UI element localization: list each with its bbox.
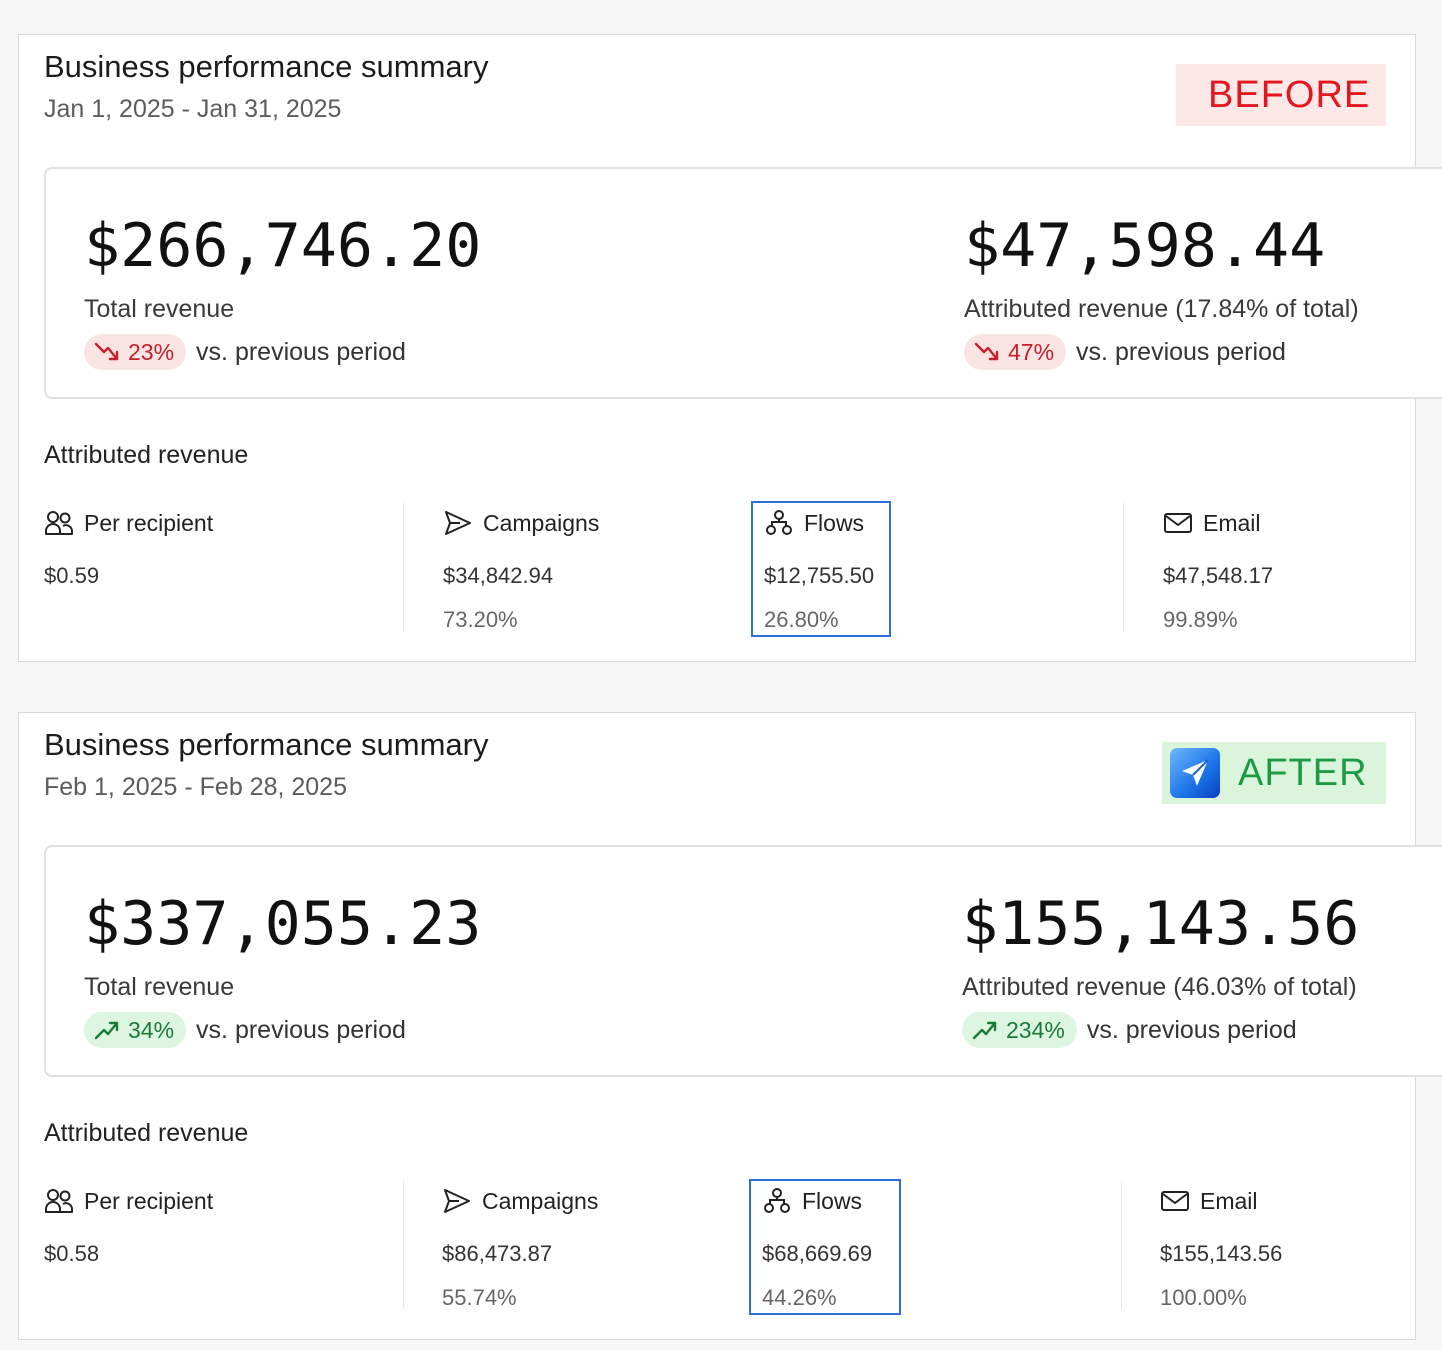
total-revenue-kpi: $337,055.23 Total revenue 34% vs. previo… [84,887,481,1048]
flows-highlight [749,1179,901,1315]
total-revenue-value: $266,746.20 [84,211,482,281]
total-revenue-label: Total revenue [84,973,235,1001]
delta-text: vs. previous period [196,1015,406,1044]
before-tag: BEFORE [1176,64,1386,126]
delta-badge: 23% [84,334,187,370]
stat-share: 100.00% [1160,1285,1247,1310]
attributed-revenue-label: Attributed revenue (46.03% of total) [962,973,1357,1001]
stat-amount: $12,755.50 [764,563,875,588]
mail-icon [1164,513,1192,533]
total-revenue-value: $337,055.23 [84,889,482,959]
paper-plane-logo-icon [1170,748,1220,798]
date-range: Jan 1, 2025 - Jan 31, 2025 [44,95,342,123]
divider [1121,1181,1122,1309]
delta-text: vs. previous period [196,337,406,366]
revenue-card: $337,055.23 Total revenue 34% vs. previo… [44,845,1442,1077]
trend-up-icon [972,1021,997,1040]
divider [1123,503,1124,631]
flows-icon [764,1188,790,1213]
delta-badge: 234% [962,1012,1077,1048]
attributed-revenue-delta: 47% vs. previous period [964,334,1359,370]
section-title: Attributed revenue [44,1119,249,1147]
stat-amount: $0.58 [44,1241,100,1266]
delta-value: 234% [1006,1016,1065,1043]
flows-highlight [751,501,891,637]
before-tag-label: BEFORE [1208,73,1371,116]
stat-label: Flows [802,1187,863,1214]
people-icon [45,1189,73,1213]
total-revenue-delta: 34% vs. previous period [84,1012,481,1048]
flows-icon [766,510,792,535]
panel-title: Business performance summary [44,49,489,84]
send-icon [444,1189,470,1213]
people-icon [45,511,73,535]
after-tag: AFTER [1162,742,1386,804]
divider [403,503,404,631]
delta-value: 23% [128,338,175,365]
summary-panel-after: Business performance summary Feb 1, 2025… [18,712,1442,1340]
section-title: Attributed revenue [44,441,249,469]
mail-icon [1161,1191,1189,1211]
date-range: Feb 1, 2025 - Feb 28, 2025 [44,773,347,801]
delta-value: 47% [1008,338,1055,365]
attributed-revenue-value: $155,143.56 [962,889,1360,959]
delta-badge: 47% [964,334,1067,370]
stat-campaigns: Campaigns $86,473.87 55.74% [442,1181,598,1315]
stat-share: 44.26% [762,1285,837,1310]
stat-email: Email $47,548.17 99.89% [1163,503,1273,637]
after-tag-label: AFTER [1238,751,1368,794]
stat-flows: Flows $12,755.50 26.80% [764,503,874,637]
stat-label: Campaigns [482,1187,599,1214]
divider [403,1181,404,1309]
delta-value: 34% [128,1016,175,1043]
stat-label: Campaigns [483,509,600,536]
trend-down-icon [974,342,999,361]
stat-per-recipient: Per recipient $0.59 [44,503,213,637]
stat-amount: $47,548.17 [1163,563,1274,588]
stat-share: 73.20% [443,607,518,632]
stat-label: Flows [804,509,865,536]
panel-title: Business performance summary [44,727,489,762]
attributed-revenue-label: Attributed revenue (17.84% of total) [964,295,1359,323]
stat-amount: $68,669.69 [762,1241,873,1266]
total-revenue-delta: 23% vs. previous period [84,334,481,370]
stat-amount: $0.59 [44,563,100,588]
send-icon [445,511,471,535]
attributed-revenue-value: $47,598.44 [964,211,1326,281]
delta-text: vs. previous period [1086,1015,1297,1044]
stat-amount: $155,143.56 [1160,1241,1283,1266]
stat-flows: Flows $68,669.69 44.26% [762,1181,872,1315]
delta-badge: 34% [84,1012,187,1048]
stat-share: 26.80% [764,607,839,632]
stat-amount: $34,842.94 [443,563,554,588]
trend-down-icon [94,342,119,361]
total-revenue-kpi: $266,746.20 Total revenue 23% vs. previo… [84,209,481,370]
revenue-card: $266,746.20 Total revenue 23% vs. previo… [44,167,1442,399]
trend-up-icon [94,1021,119,1040]
stat-label: Email [1203,509,1261,536]
stat-amount: $86,473.87 [442,1241,553,1266]
attributed-revenue-delta: 234% vs. previous period [962,1012,1359,1048]
stat-campaigns: Campaigns $34,842.94 73.20% [443,503,599,637]
stat-label: Email [1200,1187,1258,1214]
stat-share: 99.89% [1163,607,1238,632]
attributed-revenue-kpi: $155,143.56 Attributed revenue (46.03% o… [962,887,1359,1048]
summary-panel-before: Business performance summary Jan 1, 2025… [18,34,1442,662]
total-revenue-label: Total revenue [84,295,235,323]
stat-label: Per recipient [84,509,214,536]
stat-share: 55.74% [442,1285,517,1310]
delta-text: vs. previous period [1076,337,1286,366]
stat-per-recipient: Per recipient $0.58 [44,1181,213,1315]
stat-email: Email $155,143.56 100.00% [1160,1181,1282,1315]
attributed-revenue-kpi: $47,598.44 Attributed revenue (17.84% of… [964,209,1359,370]
stat-label: Per recipient [84,1187,214,1214]
